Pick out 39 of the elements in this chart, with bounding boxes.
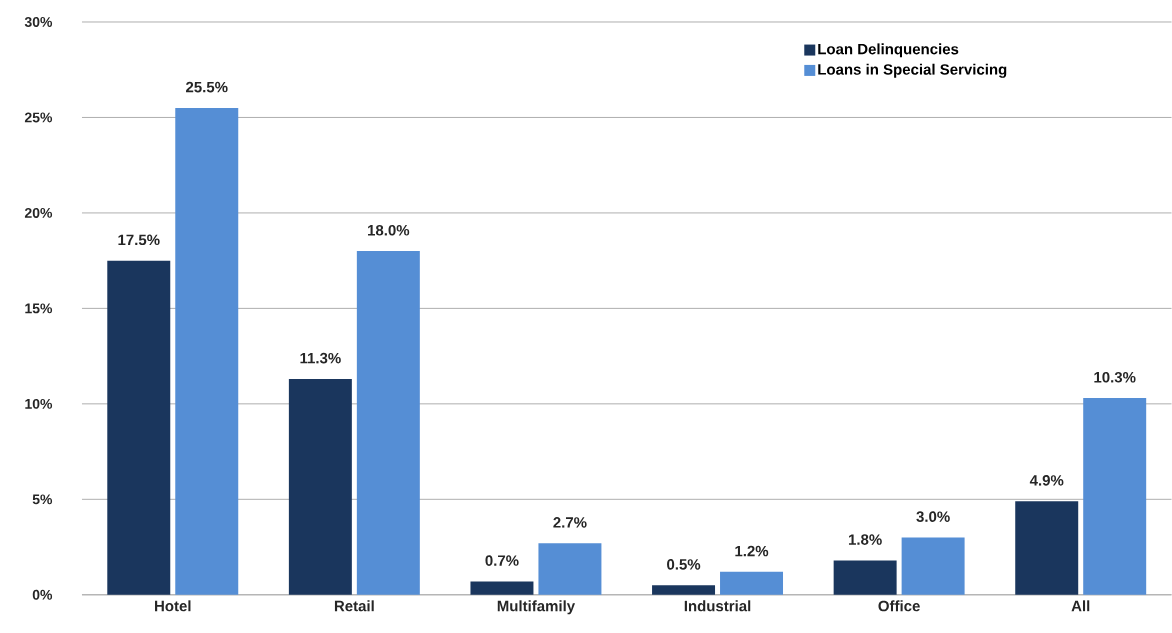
bar bbox=[1083, 398, 1147, 595]
data-label: 1.2% bbox=[735, 545, 769, 557]
data-label: 18.0% bbox=[368, 225, 410, 236]
y-tick-label: 30% bbox=[24, 17, 53, 28]
bar bbox=[652, 585, 716, 595]
data-label: 1.8% bbox=[848, 534, 882, 545]
bar bbox=[901, 537, 965, 595]
bar bbox=[538, 543, 602, 595]
data-label: 3.0% bbox=[916, 511, 950, 523]
x-tick-label: Office bbox=[878, 600, 920, 612]
x-tick-label: Hotel bbox=[155, 600, 191, 612]
x-tick-label: Industrial bbox=[684, 600, 751, 612]
data-label: 0.5% bbox=[667, 559, 701, 570]
y-tick-label: 15% bbox=[25, 303, 53, 314]
x-tick-label: All bbox=[1071, 600, 1090, 612]
bar bbox=[833, 560, 897, 595]
y-tick-label: 25% bbox=[24, 112, 53, 123]
legend-label: Loan Delinquencies bbox=[818, 43, 959, 58]
data-label: 4.9% bbox=[1029, 475, 1064, 486]
bar bbox=[470, 581, 534, 595]
y-tick-label: 10% bbox=[25, 399, 53, 409]
y-tick-label: 0% bbox=[32, 589, 53, 600]
x-tick-label: Multifamily bbox=[497, 600, 576, 615]
bar bbox=[175, 108, 239, 595]
bar bbox=[107, 260, 171, 595]
data-label: 2.7% bbox=[553, 517, 587, 528]
data-label: 10.3% bbox=[1094, 372, 1136, 383]
bar bbox=[720, 571, 784, 595]
x-tick-label: Retail bbox=[334, 600, 374, 612]
bar bbox=[288, 379, 352, 595]
y-tick-label: 20% bbox=[24, 208, 53, 218]
data-label: 17.5% bbox=[118, 234, 160, 246]
bar bbox=[356, 251, 420, 595]
data-label: 0.7% bbox=[485, 555, 519, 566]
y-tick-label: 5% bbox=[32, 494, 53, 505]
legend-label: Loans in Special Servicing bbox=[818, 63, 1007, 78]
bar bbox=[1015, 501, 1079, 595]
data-label: 11.3% bbox=[300, 352, 341, 364]
data-label: 25.5% bbox=[186, 81, 228, 93]
